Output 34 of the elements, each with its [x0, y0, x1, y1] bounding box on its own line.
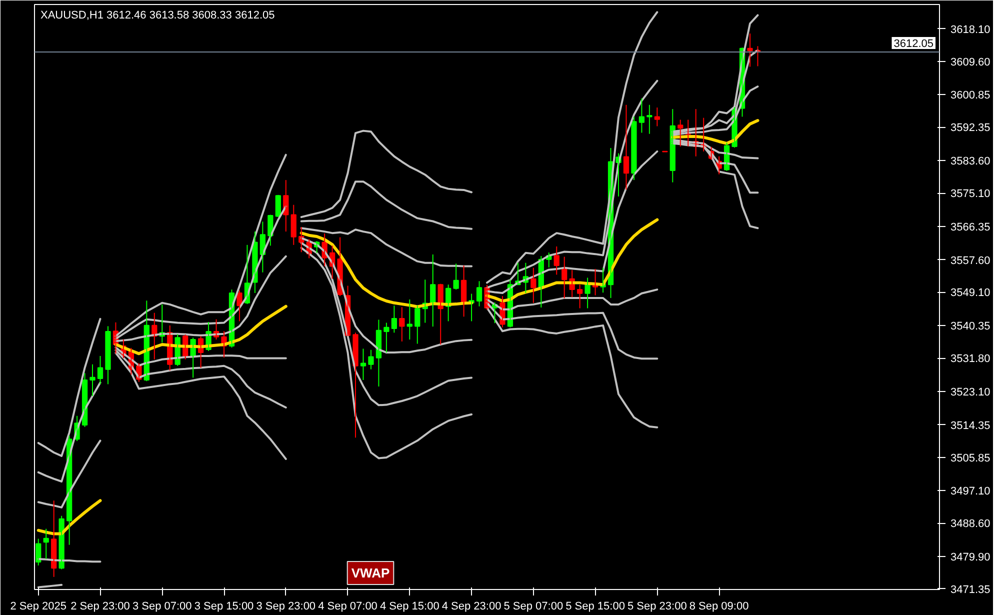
y-tick-label: 3583.60: [950, 156, 990, 168]
y-tick-label: 3514.35: [950, 420, 990, 432]
x-tick-label: 4 Sep 15:00: [380, 600, 440, 612]
y-tick-label: 3600.85: [950, 90, 990, 102]
y-tick-label: 3540.35: [950, 320, 990, 333]
x-tick-label: 3 Sep 07:00: [132, 600, 192, 612]
x-tick-label: 5 Sep 23:00: [628, 600, 687, 612]
x-tick-label: 8 Sep 09:00: [689, 600, 749, 612]
y-tick-label: 3609.60: [950, 56, 990, 68]
x-tick-label: 4 Sep 07:00: [318, 600, 378, 612]
candlestick: [368, 349, 374, 370]
x-tick-label: 2 Sep 2025: [10, 600, 67, 612]
y-tick-label: 3549.10: [950, 287, 990, 300]
y-tick-label: 3471.35: [950, 584, 990, 596]
ref-line-label: 3612.05: [894, 38, 934, 50]
x-tick-label: 3 Sep 23:00: [256, 600, 316, 612]
annotation: VWAP: [351, 566, 390, 580]
x-tick-label: 2 Sep 23:00: [70, 600, 130, 612]
text: XAUUSD,H1 3612.46 3613.58 3608.33 3612.05: [40, 10, 275, 22]
x-tick-label: 3 Sep 15:00: [194, 600, 254, 612]
y-tick-label: 3531.80: [950, 353, 990, 366]
x-tick-label: 5 Sep 07:00: [504, 600, 564, 612]
y-tick-label: 3505.85: [950, 452, 990, 464]
y-tick-label: 3618.10: [950, 24, 990, 36]
x-tick-label: 5 Sep 15:00: [566, 600, 625, 612]
y-tick-label: 3566.35: [950, 221, 990, 234]
y-tick-label: 3592.35: [950, 122, 990, 134]
y-tick-label: 3557.60: [950, 254, 990, 267]
y-tick-label: 3479.90: [950, 551, 990, 564]
y-tick-label: 3497.10: [950, 486, 990, 498]
y-tick-label: 3523.10: [950, 386, 990, 398]
x-tick-label: 4 Sep 23:00: [442, 600, 502, 612]
y-tick-label: 3575.10: [950, 188, 990, 200]
y-tick-label: 3488.60: [950, 518, 990, 530]
